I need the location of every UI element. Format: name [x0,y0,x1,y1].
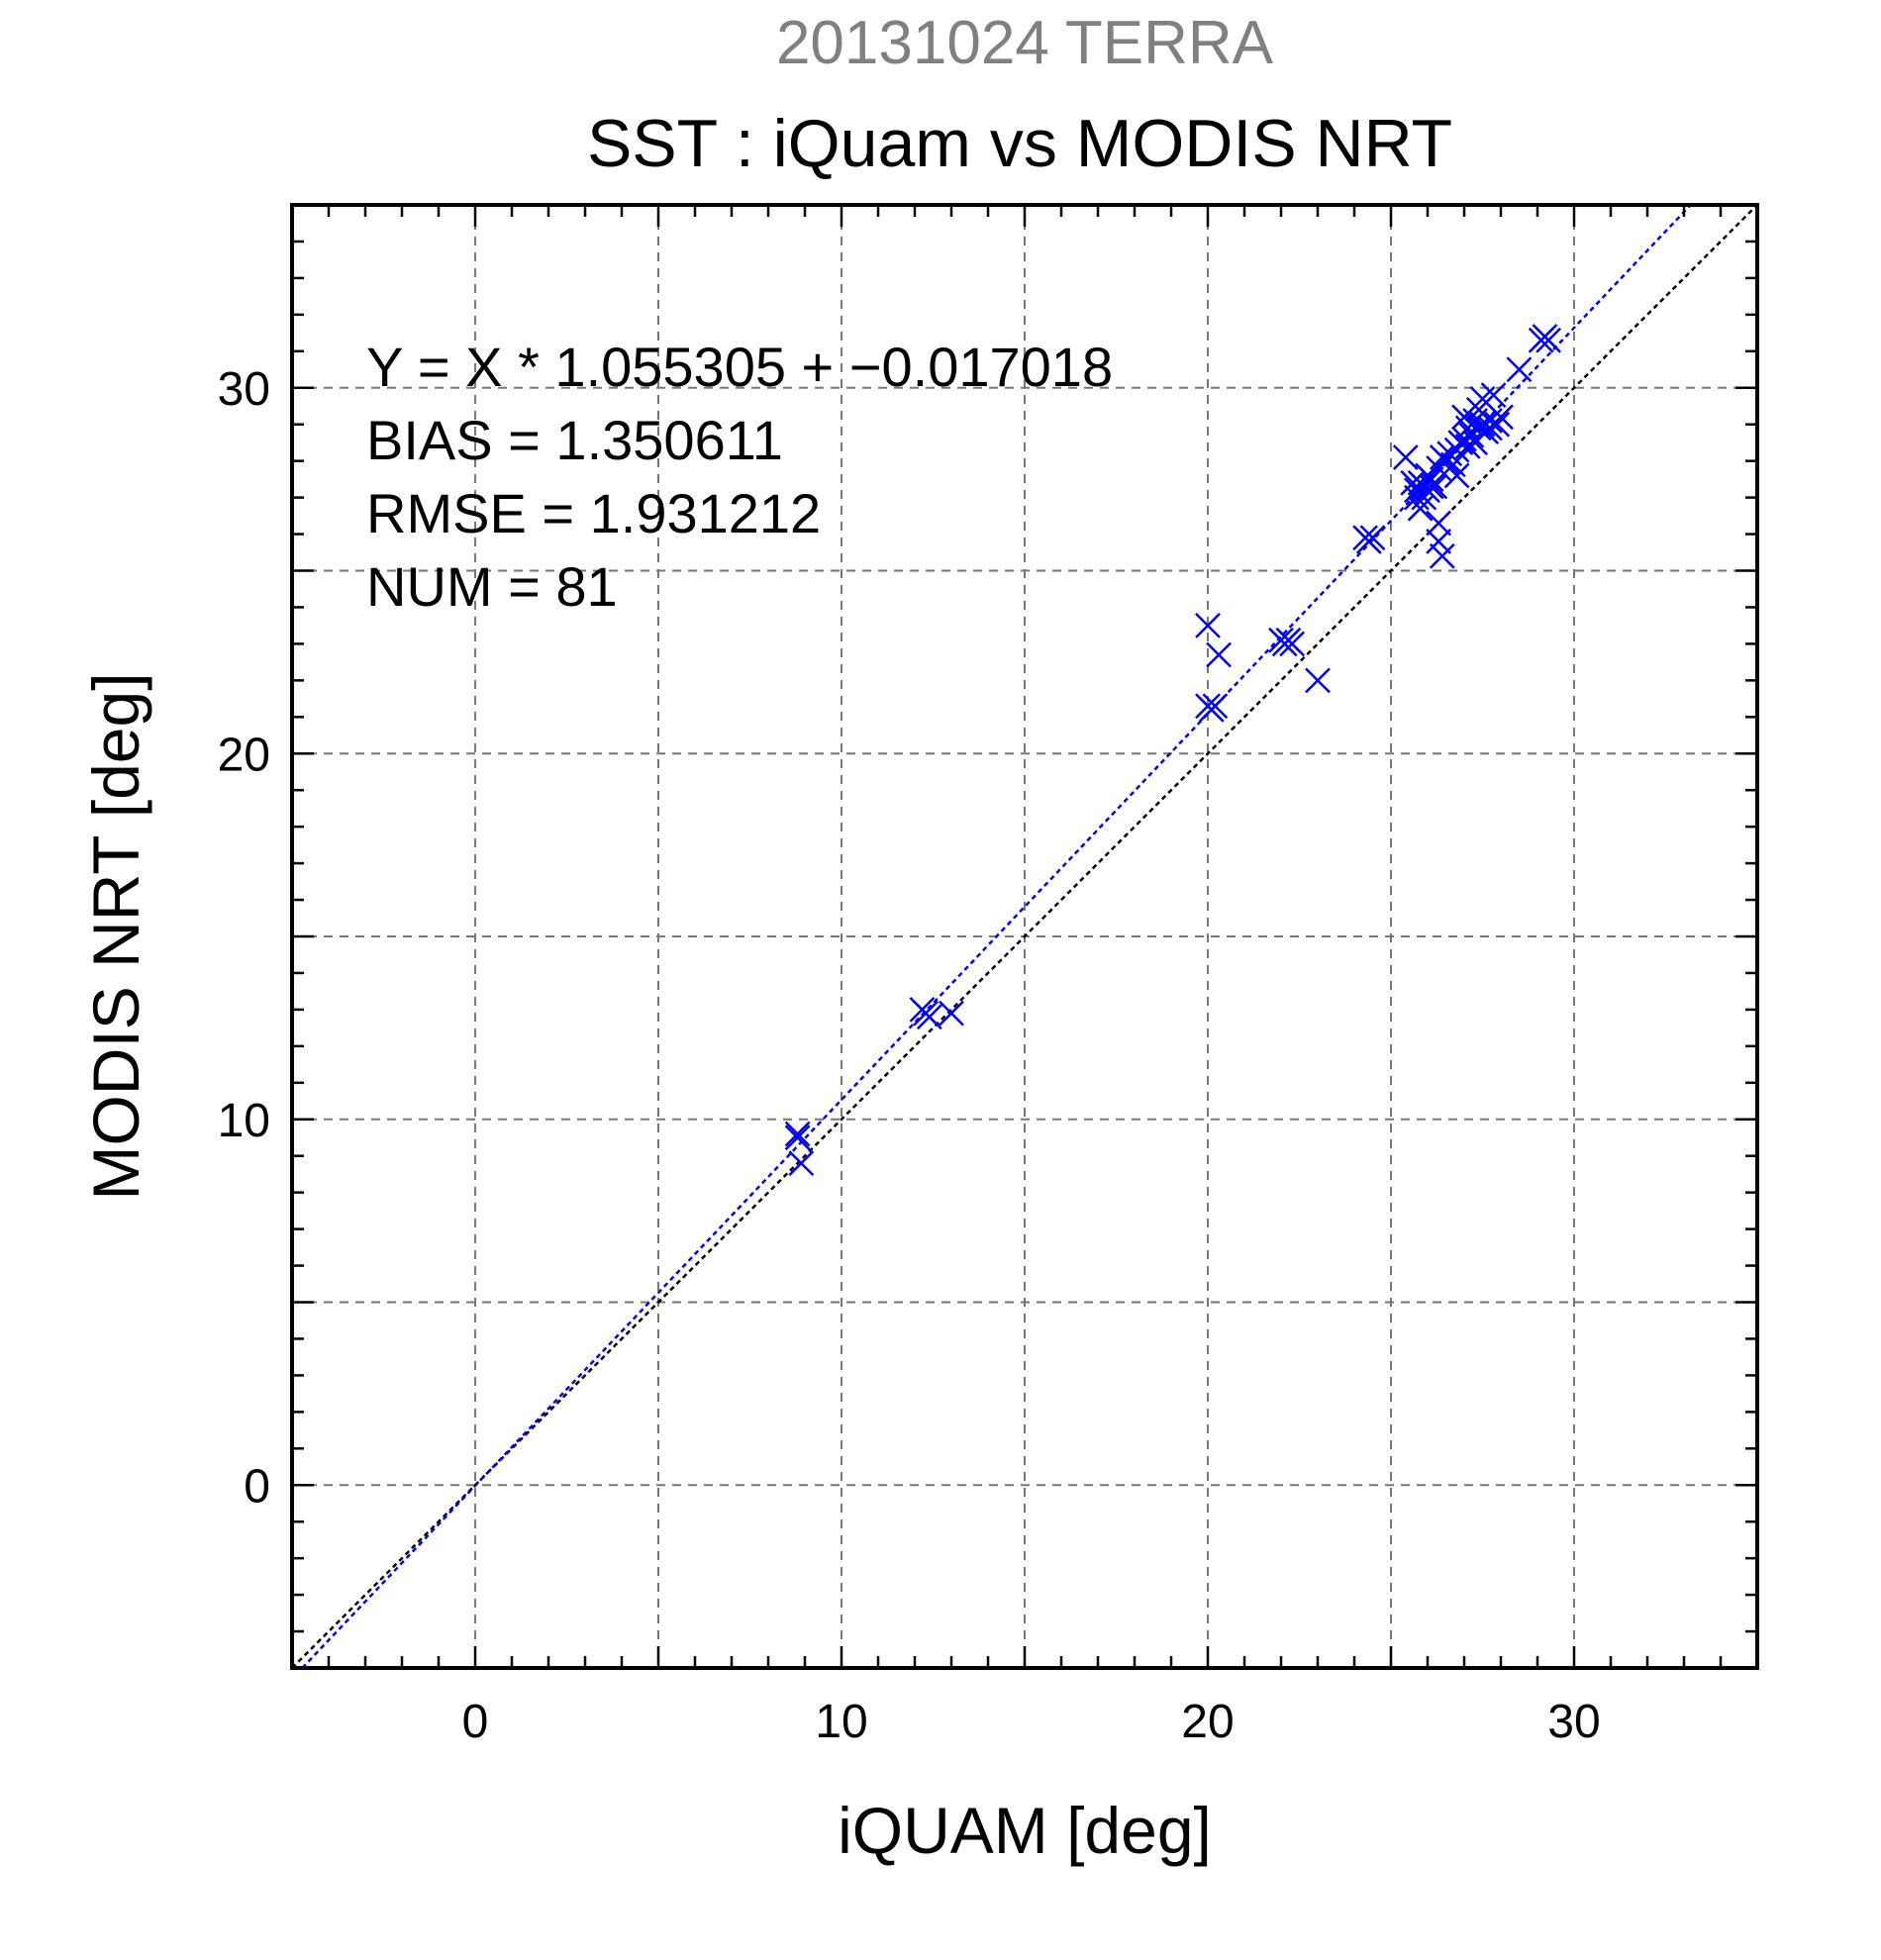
x-tick-label-10: 10 [815,1696,867,1748]
stats-num: NUM = 81 [366,555,618,618]
data-point-5 [916,1004,942,1030]
data-point-30 [1418,473,1444,500]
chart-supertitle: 20131024 TERRA [776,9,1274,77]
x-tick-label-0: 0 [462,1696,489,1748]
x-axis-label: iQUAM [deg] [838,1794,1212,1867]
stats-box: Y = X * 1.055305 + −0.017018 BIAS = 1.35… [366,336,1113,618]
x-tick-label-30: 30 [1547,1696,1600,1748]
data-points [784,324,1561,1176]
data-point-60 [1484,411,1511,438]
data-point-61 [1488,404,1514,431]
data-point-62 [1506,356,1533,383]
data-point-31 [1418,466,1444,493]
chart-title: SST : iQuam vs MODIS NRT [587,106,1452,181]
y-tick-label-30: 30 [218,363,270,416]
tick-labels: 0 10 20 30 0 10 20 30 [218,363,1601,1748]
identity-line [291,204,1758,1669]
y-tick-label-20: 20 [218,729,270,781]
data-point-15 [1279,631,1305,657]
data-point-34 [1426,510,1451,537]
data-point-0 [784,1121,811,1147]
data-point-1 [784,1125,811,1151]
data-point-8 [1206,641,1232,668]
data-point-20 [1392,444,1419,470]
data-point-6 [939,1000,964,1027]
data-point-65 [1535,327,1561,353]
stats-equation: Y = X * 1.055305 + −0.017018 [366,336,1113,398]
data-point-16 [1305,667,1331,694]
regression-line-path [301,204,1692,1669]
data-point-7 [1195,613,1221,638]
y-tick-label-10: 10 [218,1095,270,1147]
data-point-59 [1480,382,1507,409]
x-tick-label-20: 20 [1181,1696,1234,1748]
stats-bias: BIAS = 1.350611 [366,409,783,471]
data-point-11 [1202,693,1229,720]
regression-line [301,204,1692,1669]
y-axis-label: MODIS NRT [deg] [79,672,152,1200]
data-point-36 [1429,542,1455,569]
data-point-19 [1359,525,1386,551]
data-point-35 [1426,529,1451,554]
data-point-42 [1443,462,1470,489]
identity-line-path [291,204,1758,1669]
y-tick-label-0: 0 [244,1460,270,1513]
plot-frame [290,203,1759,1670]
grid [292,205,1757,1668]
data-point-2 [788,1150,815,1176]
stats-rmse: RMSE = 1.931212 [366,482,821,544]
